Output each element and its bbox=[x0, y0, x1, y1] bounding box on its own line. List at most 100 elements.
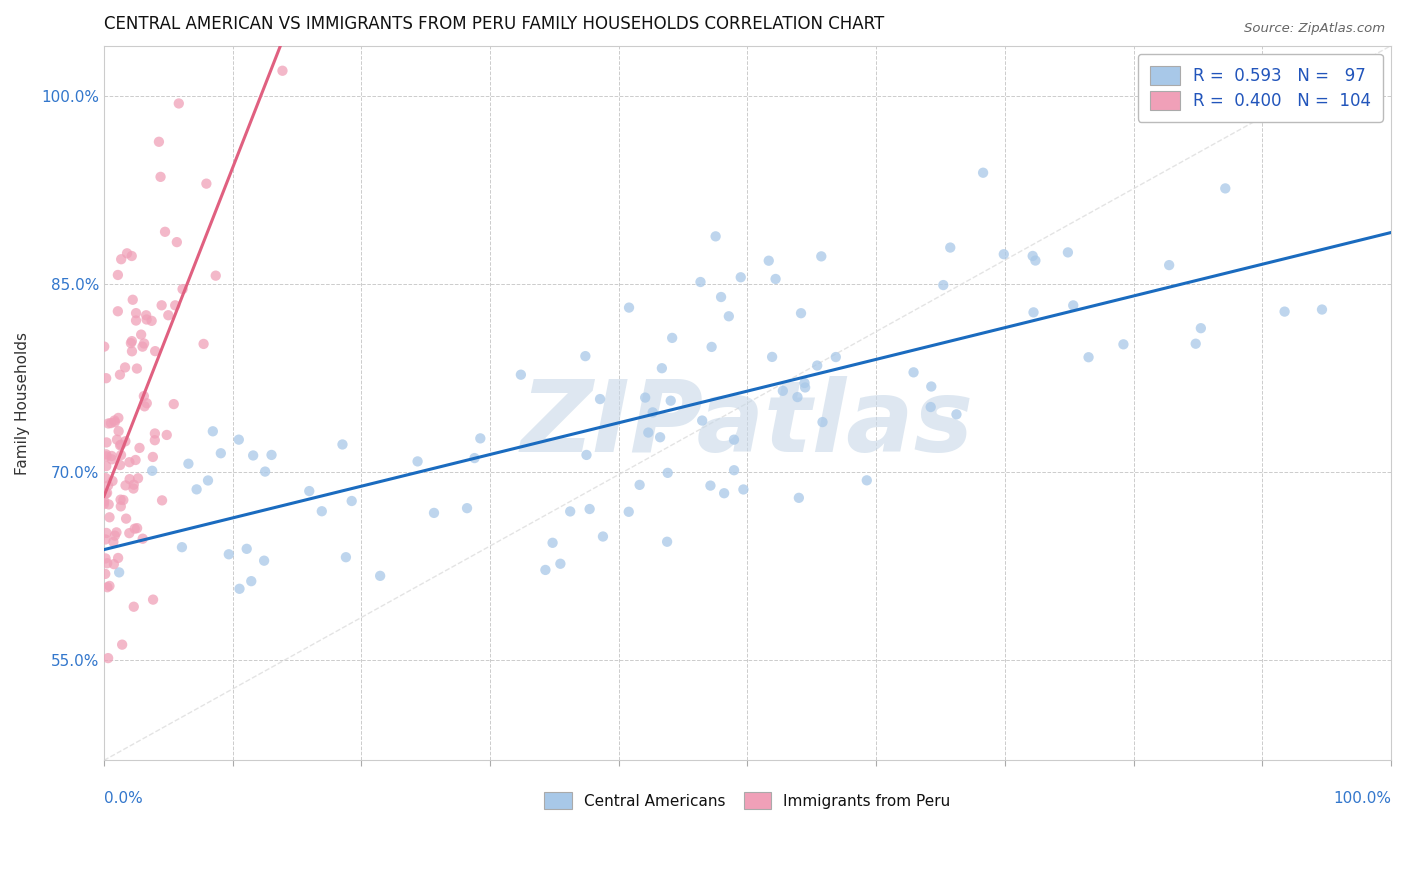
Point bbox=[121, 344, 143, 359]
Point bbox=[228, 433, 250, 447]
Point bbox=[131, 340, 153, 354]
Point bbox=[1159, 258, 1181, 272]
Point bbox=[112, 493, 135, 508]
Point bbox=[1310, 302, 1333, 317]
Point bbox=[811, 415, 834, 429]
Point bbox=[406, 454, 429, 468]
Point bbox=[195, 177, 218, 191]
Point bbox=[94, 471, 117, 485]
Point bbox=[651, 361, 673, 376]
Point bbox=[157, 308, 180, 322]
Point bbox=[96, 525, 118, 540]
Point bbox=[1077, 350, 1099, 364]
Point bbox=[103, 413, 125, 427]
Y-axis label: Family Households: Family Households bbox=[15, 332, 30, 475]
Point bbox=[96, 371, 118, 385]
Point bbox=[122, 477, 145, 491]
Point bbox=[335, 550, 357, 565]
Point bbox=[110, 438, 132, 452]
Point bbox=[94, 487, 117, 501]
Point bbox=[97, 417, 120, 431]
Point bbox=[107, 304, 129, 318]
Point bbox=[122, 599, 145, 614]
Point bbox=[920, 379, 942, 393]
Point bbox=[903, 365, 925, 379]
Point bbox=[141, 314, 163, 328]
Point bbox=[1184, 336, 1206, 351]
Point bbox=[260, 448, 283, 462]
Point bbox=[128, 441, 150, 455]
Point bbox=[617, 301, 640, 315]
Point bbox=[101, 474, 124, 488]
Point bbox=[141, 464, 163, 478]
Point bbox=[617, 505, 640, 519]
Point bbox=[717, 310, 740, 324]
Point bbox=[124, 522, 146, 536]
Point bbox=[104, 415, 127, 429]
Point bbox=[560, 504, 582, 518]
Point bbox=[103, 557, 125, 571]
Point bbox=[114, 434, 136, 449]
Point bbox=[456, 501, 478, 516]
Point bbox=[197, 474, 219, 488]
Point bbox=[96, 556, 118, 570]
Point bbox=[657, 466, 679, 480]
Point bbox=[142, 592, 165, 607]
Point bbox=[340, 494, 363, 508]
Point bbox=[463, 451, 485, 466]
Point bbox=[135, 396, 157, 410]
Point bbox=[704, 229, 727, 244]
Point bbox=[108, 438, 131, 452]
Point bbox=[634, 391, 657, 405]
Point bbox=[156, 428, 179, 442]
Point bbox=[96, 435, 118, 450]
Point bbox=[761, 350, 783, 364]
Point bbox=[723, 463, 745, 477]
Point bbox=[115, 246, 138, 260]
Text: ZIPatlas: ZIPatlas bbox=[522, 376, 974, 473]
Point bbox=[733, 483, 755, 497]
Point bbox=[118, 455, 141, 469]
Point bbox=[786, 390, 808, 404]
Point bbox=[96, 580, 118, 594]
Point bbox=[150, 298, 173, 312]
Point bbox=[1189, 321, 1212, 335]
Point bbox=[1112, 337, 1135, 351]
Point bbox=[111, 638, 134, 652]
Point bbox=[648, 430, 671, 444]
Point bbox=[592, 529, 614, 543]
Point bbox=[637, 425, 659, 440]
Point bbox=[509, 368, 531, 382]
Point bbox=[193, 337, 215, 351]
Point bbox=[105, 433, 128, 447]
Point bbox=[689, 275, 711, 289]
Point bbox=[94, 566, 117, 581]
Point bbox=[209, 446, 232, 460]
Point bbox=[298, 484, 321, 499]
Point bbox=[945, 408, 967, 422]
Point bbox=[271, 63, 294, 78]
Point bbox=[107, 411, 129, 425]
Point bbox=[1274, 304, 1296, 318]
Point bbox=[186, 483, 208, 497]
Point bbox=[121, 334, 143, 348]
Point bbox=[166, 235, 188, 249]
Point bbox=[541, 536, 564, 550]
Point bbox=[103, 534, 125, 549]
Point bbox=[107, 551, 129, 566]
Point bbox=[125, 361, 148, 376]
Point bbox=[235, 541, 257, 556]
Point bbox=[787, 491, 810, 505]
Point bbox=[170, 540, 193, 554]
Point bbox=[575, 448, 598, 462]
Point bbox=[690, 413, 713, 427]
Point bbox=[589, 392, 612, 406]
Point bbox=[710, 290, 733, 304]
Point bbox=[94, 447, 117, 461]
Point bbox=[972, 166, 994, 180]
Legend: Central Americans, Immigrants from Peru: Central Americans, Immigrants from Peru bbox=[537, 784, 959, 817]
Point bbox=[790, 306, 813, 320]
Point bbox=[114, 478, 136, 492]
Point bbox=[98, 579, 121, 593]
Point bbox=[143, 344, 166, 359]
